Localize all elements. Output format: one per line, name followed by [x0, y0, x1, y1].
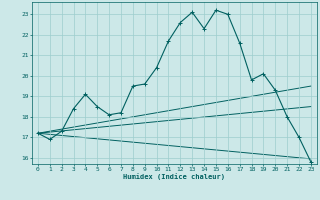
X-axis label: Humidex (Indice chaleur): Humidex (Indice chaleur) [124, 173, 225, 180]
